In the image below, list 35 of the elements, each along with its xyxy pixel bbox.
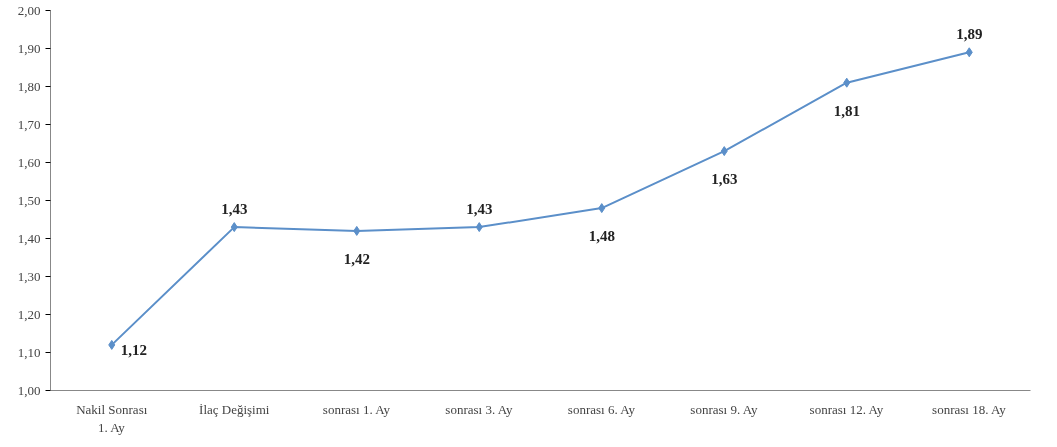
data-label: 1,42 xyxy=(343,250,370,267)
y-tick-label: 1,30 xyxy=(17,268,41,284)
x-tick-label: sonrası 1. Ay xyxy=(322,401,391,417)
data-label: 1,89 xyxy=(956,26,983,43)
x-tick-label: sonrası 18. Ay xyxy=(932,401,1007,417)
y-tick-label: 1,40 xyxy=(17,230,41,246)
x-tick-label: sonrası 6. Ay xyxy=(567,401,636,417)
x-tick-label: sonrası 12. Ay xyxy=(809,401,884,417)
y-tick-label: 1,90 xyxy=(17,40,41,56)
point xyxy=(720,146,728,157)
x-tick-label: sonrası 3. Ay xyxy=(445,401,513,417)
point xyxy=(353,225,361,236)
y-tick-label: 1,80 xyxy=(17,78,41,94)
x-tick-label: İlaç Değişimi xyxy=(199,401,270,417)
y-tick-label: 1,20 xyxy=(17,306,41,322)
point xyxy=(843,77,851,88)
y-tick-label: 1,10 xyxy=(17,344,41,360)
y-tick-label: 2,00 xyxy=(17,2,41,18)
point xyxy=(475,222,483,233)
y-tick-label: 1,00 xyxy=(17,382,41,398)
point xyxy=(598,203,606,214)
data-label: 1,48 xyxy=(588,228,615,245)
point xyxy=(965,47,973,58)
x-tick-label: sonrası 9. Ay xyxy=(690,401,758,417)
y-tick-label: 1,70 xyxy=(17,116,41,132)
data-label: 1,12 xyxy=(120,341,147,358)
y-tick-label: 1,50 xyxy=(17,192,41,208)
data-label: 1,43 xyxy=(466,201,493,218)
data-label: 1,63 xyxy=(711,171,738,188)
x-tick-label: Nakil Sonrası 1. Ay xyxy=(76,401,148,435)
y-tick-label: 1,60 xyxy=(17,154,41,170)
data-label: 1,81 xyxy=(833,102,860,119)
point xyxy=(108,339,116,350)
data-label: 1,43 xyxy=(221,201,248,218)
point xyxy=(230,222,238,233)
